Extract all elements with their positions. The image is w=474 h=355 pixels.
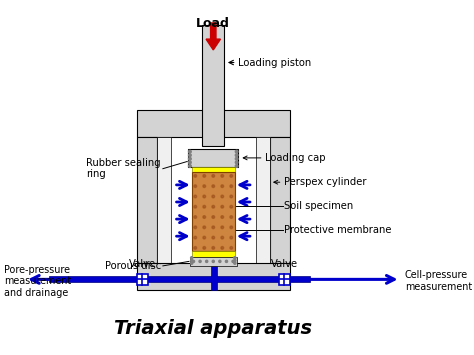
Text: Valve: Valve [271,258,298,269]
Circle shape [235,150,238,153]
Circle shape [221,246,224,249]
Circle shape [234,257,236,259]
Bar [137,274,147,285]
Text: Loading cap: Loading cap [265,153,326,163]
Circle shape [189,165,191,167]
Bar [137,137,156,263]
Circle shape [189,150,191,153]
Circle shape [212,246,215,249]
Circle shape [191,257,193,259]
Circle shape [230,195,233,198]
Circle shape [235,154,238,157]
Circle shape [194,195,197,198]
Text: Pore-pressure
measurement
and drainage: Pore-pressure measurement and drainage [4,264,72,298]
Text: Loading piston: Loading piston [238,58,312,67]
Circle shape [212,260,214,262]
Circle shape [203,236,206,239]
Circle shape [234,262,236,264]
Bar [188,149,238,167]
Bar [49,276,213,282]
Circle shape [221,236,224,239]
Circle shape [203,226,206,229]
Bar [210,266,217,290]
Circle shape [199,260,201,262]
Circle shape [191,260,193,262]
Circle shape [194,216,197,218]
Circle shape [221,185,224,187]
Circle shape [203,246,206,249]
Bar [213,276,310,282]
Circle shape [230,175,233,177]
FancyArrow shape [206,23,220,50]
Bar [202,25,224,146]
Circle shape [194,206,197,208]
Circle shape [203,175,206,177]
Circle shape [235,161,238,164]
Circle shape [194,175,197,177]
Bar [137,110,290,137]
Bar [156,137,171,263]
Circle shape [191,262,193,264]
Text: Protective membrane: Protective membrane [284,225,392,235]
Circle shape [221,175,224,177]
Circle shape [212,185,215,187]
Text: Soil specimen: Soil specimen [284,202,354,212]
Circle shape [203,195,206,198]
Circle shape [194,185,197,187]
Circle shape [203,185,206,187]
Circle shape [221,206,224,208]
Circle shape [189,161,191,164]
Circle shape [194,246,197,249]
Circle shape [221,226,224,229]
Text: Valve: Valve [128,258,156,269]
Circle shape [232,260,234,262]
Circle shape [189,154,191,157]
Circle shape [230,206,233,208]
Circle shape [226,260,228,262]
Circle shape [192,260,194,262]
Circle shape [235,165,238,167]
Circle shape [230,236,233,239]
Circle shape [212,195,215,198]
Circle shape [212,226,215,229]
Circle shape [221,195,224,198]
Bar [279,274,290,285]
Circle shape [234,260,236,262]
Circle shape [221,216,224,218]
Text: Triaxial apparatus: Triaxial apparatus [114,320,312,338]
Bar [255,137,270,263]
Circle shape [203,206,206,208]
Bar [191,167,235,172]
Text: Load: Load [196,17,230,29]
Bar [137,263,290,290]
Circle shape [230,226,233,229]
Circle shape [189,158,191,160]
Circle shape [212,236,215,239]
Bar [191,172,235,251]
Circle shape [212,206,215,208]
Text: Porous disc: Porous disc [105,261,161,271]
Circle shape [194,226,197,229]
Circle shape [219,260,221,262]
Bar [191,251,235,257]
Circle shape [230,246,233,249]
Circle shape [212,175,215,177]
Text: Perspex cylinder: Perspex cylinder [284,177,367,187]
Text: Cell-pressure
measurement: Cell-pressure measurement [405,271,472,292]
Bar [190,257,237,266]
Circle shape [235,158,238,160]
Circle shape [203,216,206,218]
Circle shape [212,216,215,218]
Circle shape [230,216,233,218]
Circle shape [194,236,197,239]
Text: Rubber sealing
ring: Rubber sealing ring [86,158,161,180]
Circle shape [206,260,208,262]
Bar [270,137,290,263]
Circle shape [230,185,233,187]
